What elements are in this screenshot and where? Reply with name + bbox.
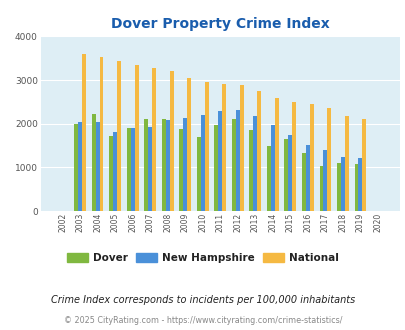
Bar bbox=[96, 121, 99, 211]
Bar bbox=[130, 128, 134, 211]
Bar bbox=[144, 119, 148, 211]
Bar bbox=[336, 163, 340, 211]
Bar bbox=[99, 57, 103, 211]
Bar bbox=[231, 119, 235, 211]
Bar bbox=[127, 128, 130, 211]
Bar bbox=[319, 166, 322, 211]
Bar bbox=[361, 119, 365, 211]
Bar bbox=[162, 119, 165, 211]
Bar bbox=[326, 108, 330, 211]
Bar bbox=[256, 91, 260, 211]
Bar bbox=[183, 117, 187, 211]
Bar bbox=[222, 83, 226, 211]
Bar bbox=[82, 54, 86, 211]
Bar bbox=[117, 61, 121, 211]
Bar bbox=[288, 135, 292, 211]
Bar bbox=[340, 157, 344, 211]
Bar bbox=[179, 129, 183, 211]
Bar bbox=[200, 115, 204, 211]
Bar bbox=[284, 139, 288, 211]
Bar bbox=[165, 120, 169, 211]
Bar bbox=[78, 121, 82, 211]
Text: © 2025 CityRating.com - https://www.cityrating.com/crime-statistics/: © 2025 CityRating.com - https://www.city… bbox=[64, 315, 341, 325]
Bar bbox=[204, 82, 208, 211]
Bar bbox=[92, 114, 96, 211]
Bar bbox=[187, 78, 190, 211]
Legend: Dover, New Hampshire, National: Dover, New Hampshire, National bbox=[62, 248, 343, 267]
Title: Dover Property Crime Index: Dover Property Crime Index bbox=[111, 17, 329, 31]
Bar bbox=[305, 145, 309, 211]
Bar bbox=[169, 71, 173, 211]
Bar bbox=[218, 111, 222, 211]
Bar bbox=[354, 164, 358, 211]
Bar bbox=[148, 127, 152, 211]
Bar bbox=[301, 153, 305, 211]
Bar bbox=[274, 98, 278, 211]
Bar bbox=[253, 116, 256, 211]
Bar bbox=[113, 132, 117, 211]
Text: Crime Index corresponds to incidents per 100,000 inhabitants: Crime Index corresponds to incidents per… bbox=[51, 295, 354, 305]
Bar bbox=[152, 68, 156, 211]
Bar bbox=[214, 125, 218, 211]
Bar bbox=[309, 104, 313, 211]
Bar bbox=[358, 158, 361, 211]
Bar bbox=[322, 150, 326, 211]
Bar bbox=[196, 137, 200, 211]
Bar bbox=[74, 124, 78, 211]
Bar bbox=[134, 65, 138, 211]
Bar bbox=[270, 125, 274, 211]
Bar bbox=[235, 110, 239, 211]
Bar bbox=[239, 85, 243, 211]
Bar bbox=[292, 102, 295, 211]
Bar bbox=[344, 116, 348, 211]
Bar bbox=[109, 136, 113, 211]
Bar bbox=[266, 146, 270, 211]
Bar bbox=[249, 130, 253, 211]
